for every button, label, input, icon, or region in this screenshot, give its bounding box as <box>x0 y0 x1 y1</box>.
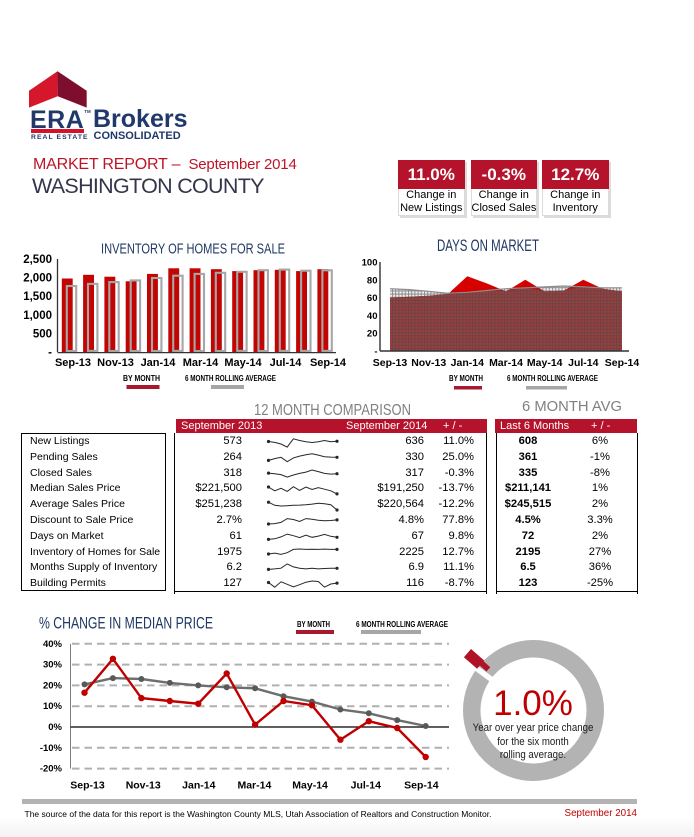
svg-text:Sep-13: Sep-13 <box>373 357 408 369</box>
svg-text:6 MONTH ROLLING AVERAGE: 6 MONTH ROLLING AVERAGE <box>507 374 599 383</box>
svg-text:Jan-14: Jan-14 <box>182 780 215 792</box>
svg-text:Jul-14: Jul-14 <box>351 780 382 792</box>
svg-text:-20%: -20% <box>40 764 63 775</box>
svg-text:0%: 0% <box>48 722 62 733</box>
svg-text:40: 40 <box>367 311 378 322</box>
svg-text:6 MONTH AVG: 6 MONTH AVG <box>522 398 622 415</box>
svg-text:Jan-14: Jan-14 <box>451 357 484 369</box>
svg-text:Sep-14: Sep-14 <box>404 780 439 792</box>
svg-text:6 MONTH ROLLING AVERAGE: 6 MONTH ROLLING AVERAGE <box>185 374 277 383</box>
svg-text:Nov-13: Nov-13 <box>411 357 446 369</box>
svg-text:-10%: -10% <box>40 743 63 754</box>
svg-text:Sep-13: Sep-13 <box>70 780 105 792</box>
svg-text:Sep-14: Sep-14 <box>310 357 347 369</box>
svg-text:30%: 30% <box>43 660 63 671</box>
svg-text:10%: 10% <box>43 701 63 712</box>
svg-text:20: 20 <box>367 329 378 340</box>
svg-text:May-14: May-14 <box>527 357 563 369</box>
svg-text:6 MONTH ROLLING AVERAGE: 6 MONTH ROLLING AVERAGE <box>356 620 449 629</box>
svg-text:-: - <box>374 347 377 358</box>
svg-text:100: 100 <box>362 258 378 269</box>
svg-text:Nov-13: Nov-13 <box>97 357 134 369</box>
svg-text:Sep-14: Sep-14 <box>605 357 640 369</box>
svg-text:12 MONTH COMPARISON: 12 MONTH COMPARISON <box>254 402 411 416</box>
svg-text:BY MONTH: BY MONTH <box>297 620 330 629</box>
svg-text:20%: 20% <box>43 680 63 691</box>
svg-text:BY MONTH: BY MONTH <box>449 374 483 383</box>
svg-text:-: - <box>48 347 52 359</box>
svg-text:2,500: 2,500 <box>23 254 52 266</box>
svg-text:1,000: 1,000 <box>23 310 52 322</box>
svg-text:1,500: 1,500 <box>23 291 52 303</box>
svg-text:Mar-14: Mar-14 <box>183 357 219 369</box>
svg-text:Jan-14: Jan-14 <box>141 357 177 369</box>
svg-text:500: 500 <box>33 328 52 340</box>
svg-text:May-14: May-14 <box>224 357 262 369</box>
svg-text:2,000: 2,000 <box>23 273 52 285</box>
svg-text:May-14: May-14 <box>292 780 328 792</box>
svg-text:Nov-13: Nov-13 <box>126 780 161 792</box>
svg-text:Sep-13: Sep-13 <box>55 357 91 369</box>
svg-text:% CHANGE IN MEDIAN PRICE: % CHANGE IN MEDIAN PRICE <box>39 615 213 633</box>
svg-text:BY MONTH: BY MONTH <box>123 374 160 383</box>
svg-text:Jul-14: Jul-14 <box>568 357 599 369</box>
svg-text:Mar-14: Mar-14 <box>237 780 271 792</box>
svg-text:Mar-14: Mar-14 <box>489 357 523 369</box>
svg-text:60: 60 <box>367 293 378 304</box>
svg-text:DAYS ON MARKET: DAYS ON MARKET <box>437 237 539 255</box>
svg-text:80: 80 <box>367 275 378 286</box>
svg-text:40%: 40% <box>43 639 63 650</box>
svg-text:Jul-14: Jul-14 <box>270 357 303 369</box>
svg-text:INVENTORY OF HOMES FOR SALE: INVENTORY OF HOMES FOR SALE <box>101 241 285 258</box>
